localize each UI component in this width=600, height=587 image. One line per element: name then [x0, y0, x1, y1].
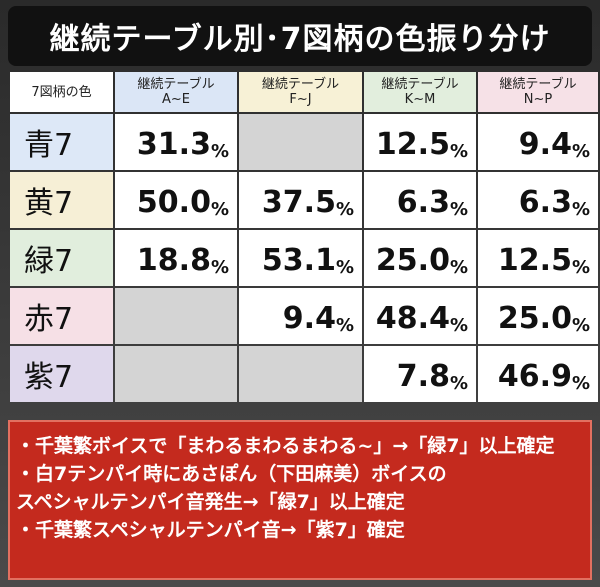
value-cell: 25.0% — [478, 288, 598, 344]
column-header-line: F~J — [289, 92, 312, 107]
column-header-line: 継続テーブル — [381, 77, 459, 92]
row-label: 青7 — [10, 114, 113, 170]
column-header: 継続テーブル K~M — [364, 72, 476, 112]
value-cell: 7.8% — [364, 346, 476, 402]
value-cell: 12.5% — [478, 230, 598, 286]
value-cell: 6.3% — [478, 172, 598, 228]
value-cell: 9.4% — [239, 288, 362, 344]
table: 7図柄の色 継続テーブル A~E 継続テーブル F~J 継続テーブル K~M 継続テーブル N~… — [10, 72, 598, 402]
value-cell: 25.0% — [364, 230, 476, 286]
value-cell — [239, 346, 362, 402]
value-cell: 37.5% — [239, 172, 362, 228]
value-cell — [115, 346, 237, 402]
column-header: 継続テーブル A~E — [115, 72, 237, 112]
value-cell: 31.3% — [115, 114, 237, 170]
note-line: スペシャルテンパイ音発生→「緑7」以上確定 — [16, 491, 405, 513]
row-label: 黄7 — [10, 172, 113, 228]
value-cell: 18.8% — [115, 230, 237, 286]
value-cell: 46.9% — [478, 346, 598, 402]
row-label: 紫7 — [10, 346, 113, 402]
column-header-line: A~E — [162, 92, 190, 107]
column-header-line: 継続テーブル — [499, 77, 577, 92]
value-cell: 53.1% — [239, 230, 362, 286]
value-cell: 6.3% — [364, 172, 476, 228]
value-cell — [239, 114, 362, 170]
column-header-line: N~P — [523, 92, 553, 107]
value-cell: 9.4% — [478, 114, 598, 170]
note-line: ・千葉繁ボイスで「まわるまわるまわる~」→「緑7」以上確定 — [16, 435, 555, 457]
value-cell: 12.5% — [364, 114, 476, 170]
note-line: ・千葉繁スペシャルテンパイ音→「紫7」確定 — [16, 519, 405, 541]
column-header: 継続テーブル F~J — [239, 72, 362, 112]
value-cell: 48.4% — [364, 288, 476, 344]
notes: ・千葉繁ボイスで「まわるまわるまわる~」→「緑7」以上確定 ・白7テンパイ時にあさ… — [8, 420, 592, 580]
corner-cell: 7図柄の色 — [10, 72, 113, 112]
note-line: ・白7テンパイ時にあさぽん（下田麻美）ボイスの — [16, 463, 447, 485]
column-header: 継続テーブル N~P — [478, 72, 598, 112]
row-label: 緑7 — [10, 230, 113, 286]
column-header-line: 継続テーブル — [137, 77, 215, 92]
title: 継続テーブル別･7図柄の色振り分け — [8, 6, 592, 66]
row-label: 赤7 — [10, 288, 113, 344]
column-header-line: 継続テーブル — [261, 77, 340, 92]
column-header-line: K~M — [404, 92, 436, 107]
value-cell: 50.0% — [115, 172, 237, 228]
value-cell — [115, 288, 237, 344]
